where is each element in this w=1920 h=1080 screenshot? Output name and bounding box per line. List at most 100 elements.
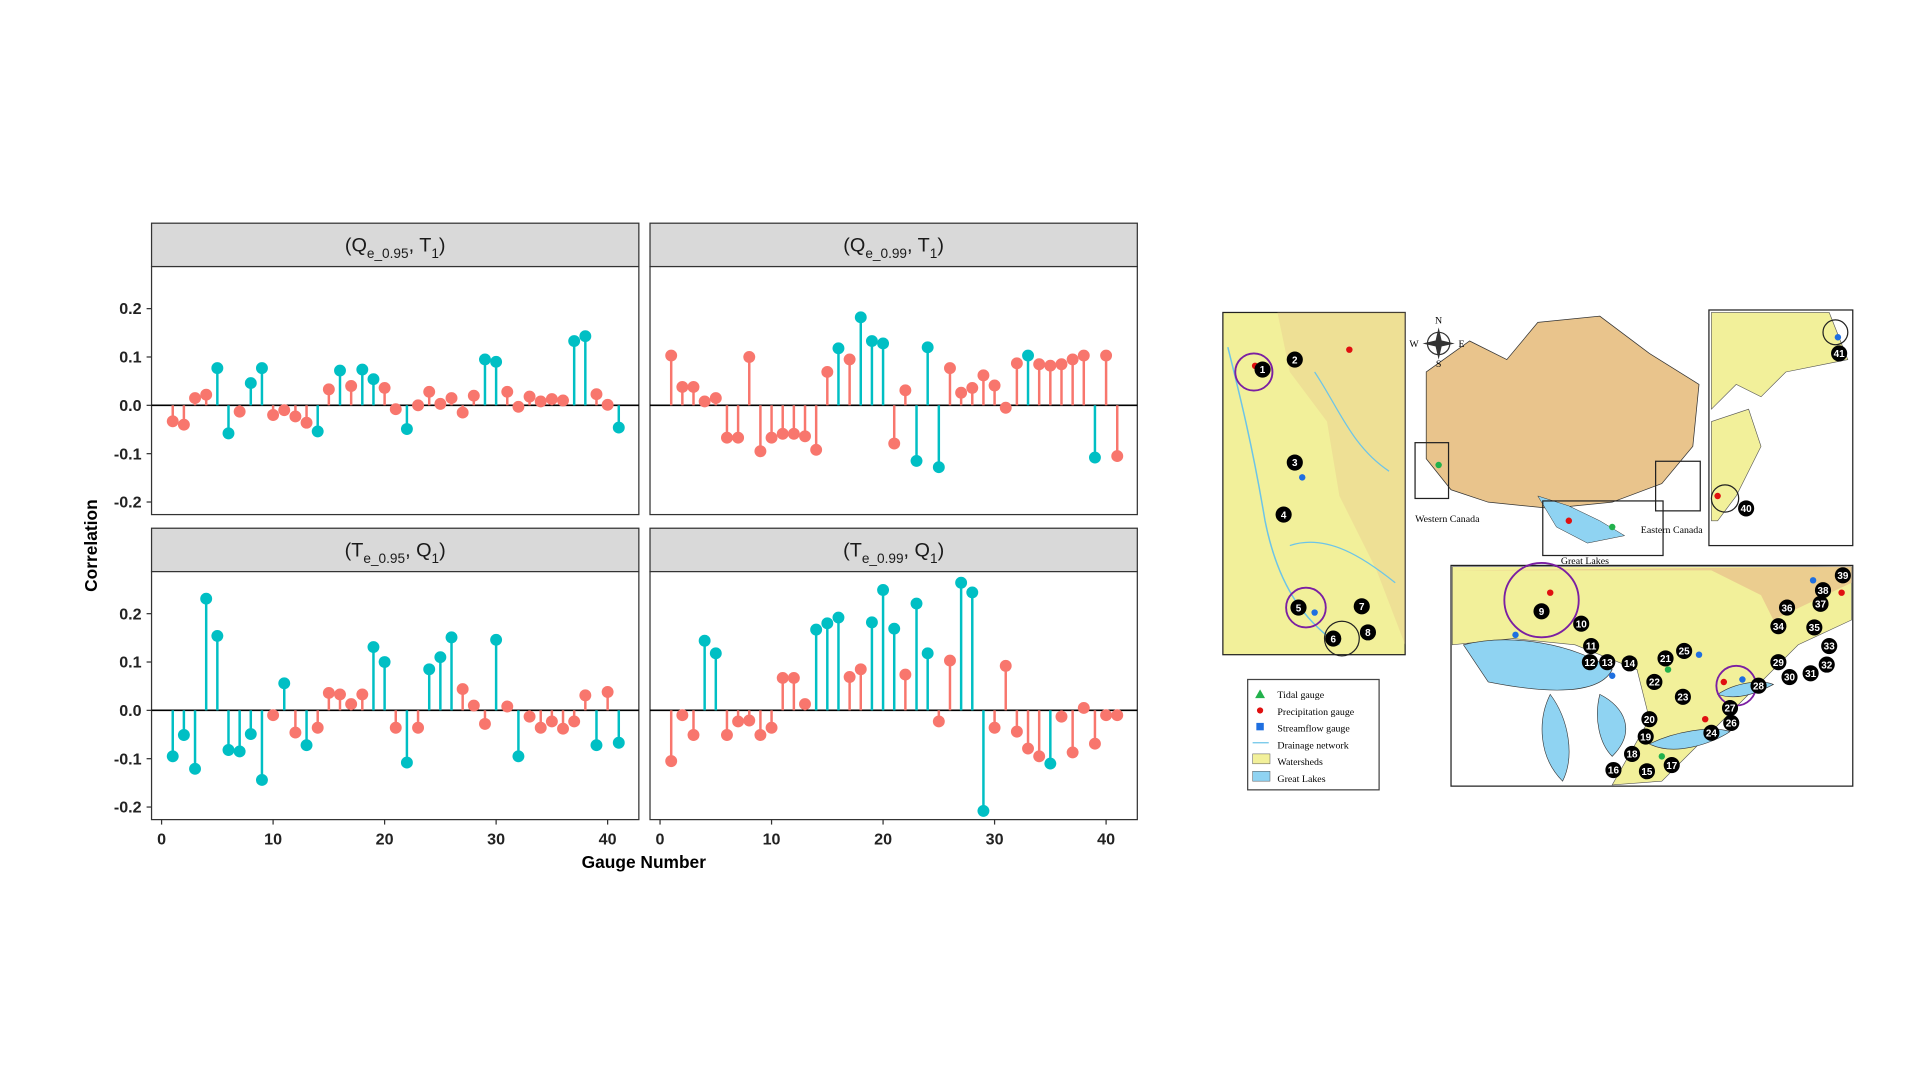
gauge-badge (1573, 615, 1590, 632)
inset-western (1222, 311, 1406, 656)
title-subscript: 1 (431, 246, 439, 261)
point (512, 400, 525, 413)
gauge-number: 9 (1539, 607, 1545, 618)
gauge-number: 20 (1644, 715, 1656, 726)
point (233, 405, 246, 418)
point (389, 721, 402, 734)
point (977, 369, 990, 382)
point (1111, 709, 1124, 722)
point (177, 729, 190, 741)
gauge-badge (1641, 711, 1658, 728)
gauge-badge (1750, 677, 1767, 694)
point (590, 388, 603, 401)
point (921, 341, 934, 354)
legend-symbol (1256, 707, 1264, 714)
point (434, 397, 447, 410)
river (1289, 371, 1396, 584)
point (854, 311, 867, 324)
gauge-badge (1286, 454, 1303, 471)
land (1222, 312, 1406, 645)
point (345, 698, 358, 711)
gauge-marker (1346, 346, 1353, 353)
river (1227, 347, 1340, 646)
y-tick-label: 0.2 (119, 300, 141, 318)
gauge-number: 17 (1666, 761, 1678, 772)
point (311, 721, 324, 734)
point (356, 688, 369, 701)
point (300, 416, 313, 429)
point (899, 668, 912, 681)
point (412, 721, 425, 734)
x-tick-label: 30 (986, 830, 1004, 848)
point (698, 395, 711, 408)
title-subscript: 1 (930, 551, 938, 566)
point (311, 425, 324, 438)
point (534, 721, 547, 734)
point (1100, 709, 1113, 722)
point (479, 353, 491, 366)
gauge-badge (1834, 567, 1851, 584)
point (166, 750, 179, 763)
gauge-number: 18 (1627, 750, 1639, 761)
title-subscript: e_0.95 (363, 551, 405, 566)
title-text: , Q (405, 540, 431, 562)
gauge-marker (1658, 753, 1666, 760)
point (955, 386, 968, 399)
point (687, 381, 700, 393)
point (467, 699, 480, 712)
inset-caption: Great Lakes (1561, 556, 1609, 567)
y-tick-label: -0.1 (114, 445, 142, 463)
point (244, 377, 257, 390)
title-subscript: e_0.99 (862, 551, 904, 566)
circle (1503, 562, 1580, 639)
point (754, 445, 767, 458)
point (490, 633, 503, 646)
gauge-number: 41 (1834, 349, 1846, 360)
point (721, 729, 733, 741)
canada-map (1425, 315, 1700, 509)
point (378, 381, 391, 394)
compass (1422, 327, 1455, 360)
compass-letter: S (1436, 359, 1442, 370)
gauge-number: 16 (1608, 766, 1620, 777)
point (501, 700, 514, 713)
gauge-number: 23 (1677, 693, 1689, 704)
panel (649, 265, 1138, 516)
point (545, 715, 558, 728)
gauge-marker (1664, 666, 1672, 673)
point (289, 410, 302, 423)
gauge-marker (1435, 461, 1442, 469)
gauge-badge (1623, 745, 1641, 762)
gauge-badge (1674, 688, 1691, 705)
inset-caption: Eastern Canada (1641, 525, 1703, 536)
compass-letter: W (1409, 339, 1419, 350)
point (289, 726, 302, 739)
point (523, 710, 536, 723)
gauge-number: 22 (1649, 678, 1661, 689)
gauge-number: 31 (1805, 669, 1817, 680)
point (944, 654, 956, 667)
point (222, 744, 235, 756)
point (687, 729, 700, 741)
point (612, 736, 625, 749)
legend-symbol (1256, 722, 1264, 731)
point (743, 351, 756, 363)
title-text: ) (938, 540, 945, 562)
point (932, 461, 945, 474)
point (200, 592, 213, 605)
gauge-number: 28 (1753, 681, 1765, 692)
point (334, 688, 346, 701)
map (1222, 309, 1854, 791)
gauge-marker (1608, 672, 1616, 679)
gauge-number: 2 (1292, 355, 1298, 366)
gauge-marker (1608, 523, 1616, 531)
gauge-number: 24 (1706, 729, 1718, 740)
point (601, 398, 614, 411)
point (467, 389, 480, 402)
y-tick-label: -0.2 (114, 494, 142, 512)
gauge-number: 4 (1281, 510, 1287, 521)
x-tick-label: 0 (656, 830, 665, 848)
point (988, 721, 1001, 734)
circle (1710, 484, 1740, 513)
